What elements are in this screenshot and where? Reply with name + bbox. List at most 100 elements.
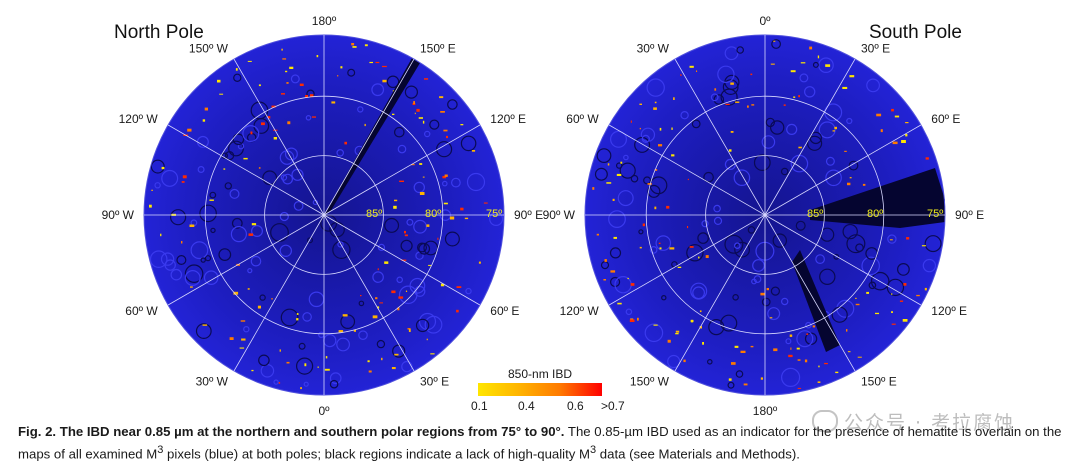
south-ibd-speck (675, 330, 680, 333)
south-ibd-speck (671, 127, 673, 130)
south-crater (733, 169, 751, 186)
north-ibd-speck (443, 202, 448, 205)
north-crater (164, 259, 176, 271)
north-crater (337, 241, 344, 248)
south-crater (795, 220, 806, 231)
north-ibd-speck (240, 320, 246, 322)
south-ibd-speck (812, 325, 816, 328)
north-ibd-speck (382, 79, 387, 83)
north-ibd-speck (273, 137, 277, 140)
south-ibd-speck (658, 144, 663, 147)
south-ibd-speck (891, 323, 896, 325)
north-ibd-speck (351, 43, 355, 46)
south-ibd-speck (806, 333, 809, 335)
north-ibd-speck (181, 181, 185, 183)
south-crater (717, 65, 735, 84)
north-ibd-speck (424, 78, 429, 80)
north-ibd-speck (392, 113, 395, 115)
south-crater (617, 190, 634, 207)
north-crater (423, 240, 439, 256)
north-ibd-speck (286, 361, 290, 364)
south-crater (724, 234, 744, 254)
north-ibd-speck (360, 295, 362, 297)
south-crater (781, 297, 789, 306)
south-crater (661, 295, 667, 301)
north-ibd-speck (202, 324, 208, 326)
north-ibd-speck (282, 58, 287, 60)
south-crater (897, 263, 910, 276)
south-crater (643, 176, 652, 185)
north-crater (218, 248, 232, 262)
south-pole-map: South Pole 0º 30º E 60º E 90º E 120º E 150º E… (543, 14, 984, 418)
north-crater (336, 337, 351, 352)
south-crater (735, 370, 744, 378)
south-ibd-speck (766, 288, 769, 291)
north-ibd-speck (267, 116, 271, 119)
south-crater (733, 242, 741, 250)
south-ibd-speck (659, 247, 662, 250)
north-ibd-speck (430, 353, 435, 355)
caption-sup-2: 3 (590, 444, 597, 456)
north-ibd-speck (311, 116, 316, 118)
south-ibd-speck (925, 157, 929, 160)
north-pole-map: North Pole 180º 150º E 120º E 90º E 60º E 30º… (102, 14, 543, 418)
south-ibd-speck (760, 292, 765, 296)
south-crater (752, 259, 765, 272)
north-crater (393, 126, 405, 138)
north-crater (371, 83, 385, 97)
south-ibd-speck (906, 237, 910, 240)
north-ibd-speck (382, 65, 387, 68)
south-crater (686, 244, 704, 262)
south-crater (596, 148, 612, 164)
south-ibd-speck (702, 342, 704, 345)
south-ibd-speck (862, 183, 866, 186)
north-ibd-speck (229, 337, 234, 340)
north-ibd-speck (364, 44, 368, 47)
north-angle-label-5: 30º E (420, 374, 449, 388)
north-crater (195, 323, 212, 340)
north-ibd-speck (258, 84, 261, 87)
south-ibd-speck (610, 270, 616, 273)
south-crater (770, 120, 785, 135)
north-crater (282, 173, 294, 185)
south-crater (848, 160, 859, 171)
south-crater (825, 156, 835, 166)
north-angle-label-9: 90º W (102, 208, 135, 222)
north-ibd-speck (456, 309, 459, 313)
north-meridian-2 (323, 124, 481, 216)
north-ring-label-80: 80º (425, 208, 441, 220)
south-crater (625, 308, 633, 316)
south-meridian-8 (608, 214, 766, 306)
south-crater (697, 232, 709, 244)
south-ibd-speck (921, 245, 926, 247)
north-ibd-speck (271, 298, 273, 300)
south-crater (655, 235, 672, 251)
north-ibd-speck (404, 230, 406, 234)
north-ibd-speck (281, 48, 283, 51)
south-meridian-5 (764, 214, 856, 372)
colorbar-title: 850-nm IBD (508, 367, 572, 381)
north-ibd-speck (300, 387, 302, 390)
north-map-texture (149, 43, 504, 390)
north-crater (415, 318, 430, 333)
south-ibd-speck (875, 312, 879, 315)
north-crater (396, 276, 404, 284)
north-ibd-speck (286, 82, 289, 84)
south-ibd-speck (824, 362, 828, 365)
north-ibd-speck (375, 297, 378, 300)
south-crater (649, 245, 658, 254)
north-crater (160, 252, 175, 266)
north-ibd-speck (190, 286, 193, 288)
north-ibd-speck (247, 60, 252, 62)
north-crater (203, 270, 219, 285)
south-meridian-10 (608, 124, 766, 216)
north-crater (279, 211, 289, 222)
north-ibd-speck (442, 175, 447, 179)
south-crater (833, 253, 840, 260)
south-crater (804, 86, 816, 98)
north-ibd-speck (299, 83, 304, 86)
north-ibd-speck (394, 353, 399, 356)
south-ibd-speck (857, 356, 862, 358)
south-ibd-speck (731, 362, 736, 365)
south-angle-label-9: 90º W (543, 208, 576, 222)
